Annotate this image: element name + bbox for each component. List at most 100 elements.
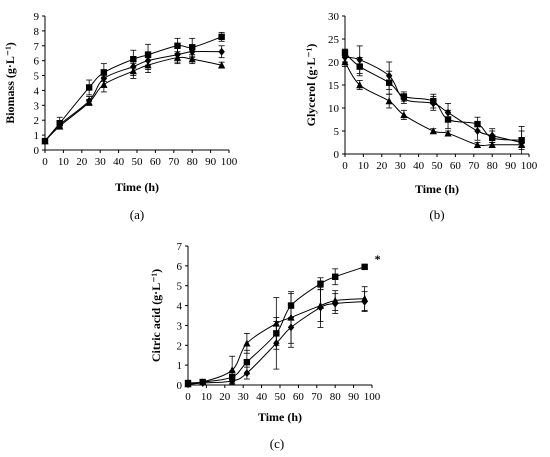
- data-point-square: [218, 33, 225, 41]
- data-point-square: [85, 84, 93, 91]
- y-tick-label: 3: [34, 100, 40, 112]
- data-point-triangle: [361, 294, 369, 302]
- y-tick-label: 7: [177, 241, 183, 253]
- data-point-triangle: [184, 380, 192, 388]
- x-tick-label: 80: [187, 156, 199, 168]
- x-tick-label: 20: [219, 391, 231, 403]
- y-tick-label: 3: [177, 320, 183, 332]
- data-point-triangle: [316, 301, 325, 309]
- data-point-square: [361, 263, 368, 271]
- data-point-triangle: [400, 111, 408, 119]
- y-tick-label: 0: [177, 380, 183, 392]
- data-point-diamond: [385, 71, 393, 80]
- data-point-triangle: [385, 97, 393, 105]
- x-tick-label: 50: [432, 160, 444, 172]
- data-point-triangle: [429, 127, 437, 135]
- series-triangle: [184, 286, 369, 388]
- data-point-diamond: [218, 47, 225, 56]
- y-tick-label: 10: [328, 103, 340, 115]
- y-tick-label: 5: [334, 126, 340, 138]
- series-diamond: [41, 45, 225, 146]
- x-tick-label: 30: [238, 391, 250, 403]
- data-point-diamond: [444, 108, 452, 117]
- x-tick-label: 60: [293, 391, 305, 403]
- y-tick-label: 6: [34, 56, 40, 68]
- x-tick-label: 10: [201, 391, 213, 403]
- y-tick-label: 1: [177, 360, 183, 372]
- data-point-square: [174, 42, 181, 49]
- panel-label: (c): [270, 436, 284, 451]
- data-point-diamond: [489, 131, 496, 140]
- data-point-triangle: [129, 67, 137, 75]
- panel-label: (b): [429, 207, 444, 222]
- x-tick-label: 10: [358, 160, 370, 172]
- x-tick-label: 20: [76, 156, 88, 168]
- y-tick-label: 1: [34, 130, 40, 142]
- series-triangle: [341, 57, 526, 148]
- panel-label: (a): [130, 207, 144, 222]
- x-tick-label: 0: [42, 156, 48, 168]
- x-tick-label: 90: [505, 160, 517, 172]
- x-tick-label: 70: [168, 156, 180, 168]
- y-tick-label: 8: [34, 26, 40, 38]
- data-point-triangle: [287, 313, 295, 321]
- data-point-triangle: [356, 81, 364, 89]
- x-tick-label: 100: [364, 391, 381, 403]
- data-point-triangle: [56, 122, 64, 130]
- x-tick-label: 90: [205, 156, 217, 168]
- y-tick-label: 5: [34, 71, 40, 83]
- x-axis-label: Time (h): [115, 180, 159, 194]
- data-point-square: [317, 280, 324, 287]
- x-tick-label: 90: [348, 391, 360, 403]
- data-point-triangle: [228, 366, 236, 374]
- x-tick-label: 70: [311, 391, 323, 403]
- chart-panel-2: 0 5 10 15 20 25 30 0 10 20 30 40 50 60 70 80 90 100 Time (…: [304, 11, 538, 222]
- x-axis-label: Time (h): [415, 182, 459, 196]
- x-tick-label: 60: [150, 156, 162, 168]
- x-tick-label: 60: [450, 160, 462, 172]
- y-tick-label: 0: [34, 145, 40, 157]
- x-tick-label: 70: [468, 160, 480, 172]
- data-point-triangle: [218, 61, 226, 69]
- series-triangle: [41, 51, 226, 145]
- x-tick-label: 50: [132, 156, 144, 168]
- data-point-triangle: [100, 80, 108, 88]
- data-point-triangle: [41, 137, 49, 145]
- y-axis-label: Biomass (g·L⁻¹): [3, 42, 17, 124]
- x-tick-label: 40: [113, 156, 125, 168]
- data-point-triangle: [518, 141, 526, 148]
- y-tick-label: 25: [328, 34, 340, 46]
- data-point-square: [243, 358, 251, 366]
- data-point-triangle: [144, 61, 152, 69]
- data-point-diamond: [430, 99, 437, 108]
- data-point-diamond: [356, 55, 363, 64]
- x-tick-label: 0: [342, 160, 348, 172]
- data-point-triangle: [444, 129, 452, 137]
- data-point-triangle: [188, 55, 196, 63]
- y-tick-label: 7: [34, 41, 40, 53]
- y-tick-label: 15: [328, 80, 340, 92]
- data-point-triangle: [85, 98, 93, 106]
- data-point-triangle: [173, 53, 182, 61]
- x-tick-label: 0: [185, 391, 191, 403]
- x-tick-label: 20: [376, 160, 388, 172]
- y-tick-label: 2: [177, 340, 183, 352]
- x-tick-label: 80: [487, 160, 499, 172]
- x-tick-label: 100: [521, 160, 538, 172]
- data-point-triangle: [473, 141, 482, 148]
- y-tick-label: 4: [177, 301, 183, 313]
- y-tick-label: 30: [328, 11, 340, 23]
- x-tick-label: 100: [221, 156, 238, 168]
- y-tick-label: 5: [177, 281, 183, 293]
- data-point-triangle: [199, 378, 207, 386]
- significance-annotation: *: [375, 252, 381, 266]
- data-point-triangle: [272, 319, 280, 327]
- x-tick-label: 40: [413, 160, 425, 172]
- data-point-triangle: [243, 339, 251, 347]
- series-diamond: [341, 45, 525, 155]
- y-tick-label: 0: [334, 149, 340, 161]
- data-point-diamond: [400, 94, 408, 103]
- series-square: [41, 31, 225, 145]
- y-tick-label: 9: [34, 11, 40, 23]
